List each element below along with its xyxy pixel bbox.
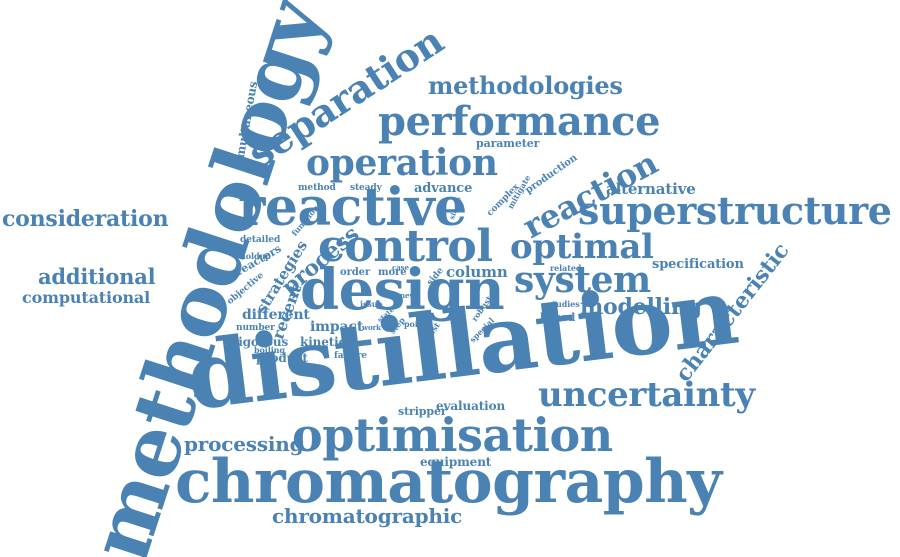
word-rigorous: rigorous	[232, 335, 289, 349]
word-parameter: parameter	[476, 137, 540, 150]
word-evaluation: evaluation	[436, 399, 506, 413]
word-uncertainty: uncertainty	[538, 375, 755, 415]
word-failure: failure	[334, 351, 367, 361]
word-order: order	[340, 267, 371, 278]
word-stripper: stripper	[398, 405, 447, 418]
word-number: number	[236, 323, 275, 333]
word-computational: computational	[22, 288, 151, 307]
word-impact: impact	[310, 319, 364, 335]
word-detailed: detailed	[240, 235, 281, 245]
word-chromatographic: chromatographic	[272, 504, 463, 528]
word-reactive: reactive	[238, 177, 467, 238]
word-steady: steady	[350, 183, 382, 193]
word-holdup: holdup	[240, 251, 271, 261]
word-advance: advance	[414, 181, 473, 196]
word-more: more	[378, 267, 407, 278]
word-new: new	[400, 291, 416, 300]
word-method: method	[298, 183, 336, 193]
word-control: control	[318, 221, 493, 272]
word-superstructure: superstructure	[578, 188, 892, 233]
word-specification: specification	[652, 257, 744, 272]
word-studies: studies	[548, 299, 580, 309]
word-alternative: alternative	[606, 180, 696, 198]
word-system: system	[514, 259, 651, 301]
word-performance: performance	[378, 98, 661, 145]
word-product: product	[256, 351, 308, 365]
word-optimal: optimal	[510, 227, 654, 267]
word-processing: processing	[184, 432, 304, 456]
word-optimisation: optimisation	[292, 408, 613, 462]
word-column: column	[446, 263, 508, 281]
word-modelling: modelling	[580, 294, 702, 320]
word-based: based	[540, 311, 576, 324]
word-operation: operation	[306, 142, 498, 184]
word-related: related	[550, 263, 582, 273]
word-additional: additional	[38, 264, 156, 289]
word-different: different	[242, 307, 310, 323]
word-kinetic: kinetic	[300, 335, 346, 349]
word-work: work	[362, 323, 381, 332]
word-case: case	[392, 263, 409, 272]
word-design: design	[300, 257, 505, 323]
word-chromatography: chromatography	[175, 447, 722, 517]
word-boiling: boiling	[254, 345, 285, 355]
word-point: point	[404, 319, 428, 329]
word-consideration: consideration	[2, 206, 169, 232]
word-issue: issue	[360, 299, 383, 309]
word-equipment: equipment	[420, 455, 492, 469]
word-methodologies: methodologies	[428, 71, 623, 100]
